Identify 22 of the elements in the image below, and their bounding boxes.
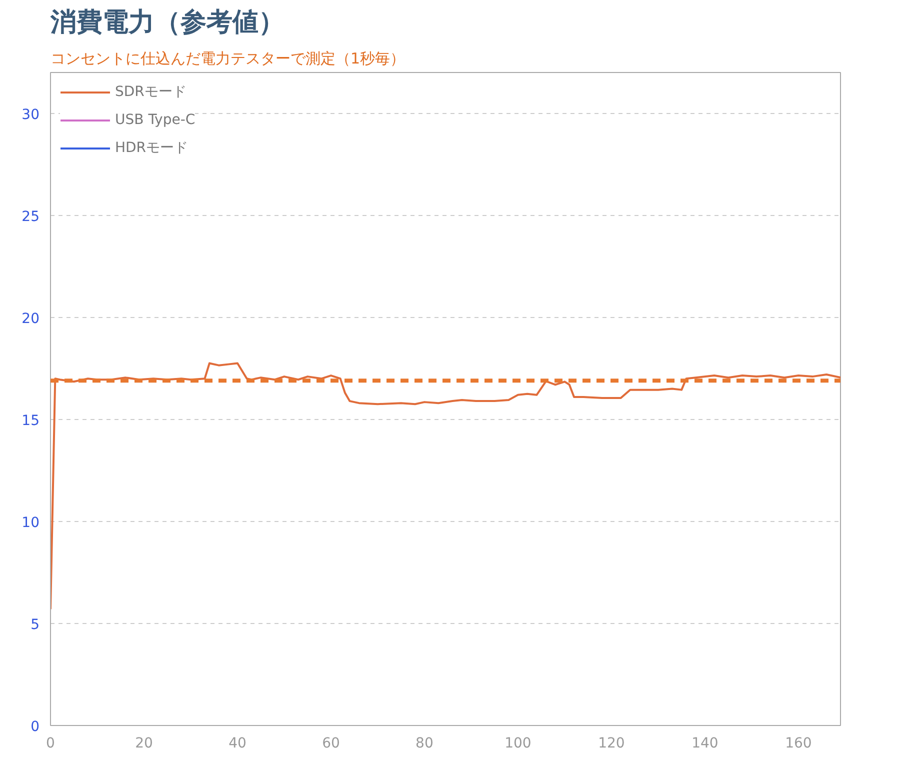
x-tick-label: 120: [598, 736, 625, 752]
y-tick-label: 15: [22, 412, 40, 429]
line-series: [50, 362, 840, 610]
x-tick-label: 0: [46, 736, 55, 752]
x-tick-label: 40: [228, 736, 246, 752]
x-tick-label: 140: [692, 736, 718, 752]
legend-label: HDRモード: [115, 139, 188, 157]
y-tick-label: 25: [22, 208, 40, 225]
legend-label: USB Type-C: [115, 112, 196, 128]
x-tick-label: 100: [504, 736, 532, 752]
y-tick-label: 0: [30, 719, 40, 735]
x-tick-label: 20: [135, 736, 153, 752]
y-tick-label: 20: [22, 310, 40, 327]
y-tick-label: 30: [22, 106, 40, 123]
chart-subtitle: コンセントに仕込んだ電力テスターで測定（1秒毎）: [50, 50, 406, 68]
chart-title: 消費電力（参考値）: [50, 8, 284, 38]
x-tick-label: 160: [785, 736, 812, 752]
x-tick-label: 80: [416, 736, 434, 752]
y-tick-label: 5: [30, 616, 40, 633]
x-tick-label: 60: [322, 736, 340, 752]
legend-label: SDRモード: [115, 83, 186, 101]
y-tick-label: 10: [22, 514, 40, 531]
